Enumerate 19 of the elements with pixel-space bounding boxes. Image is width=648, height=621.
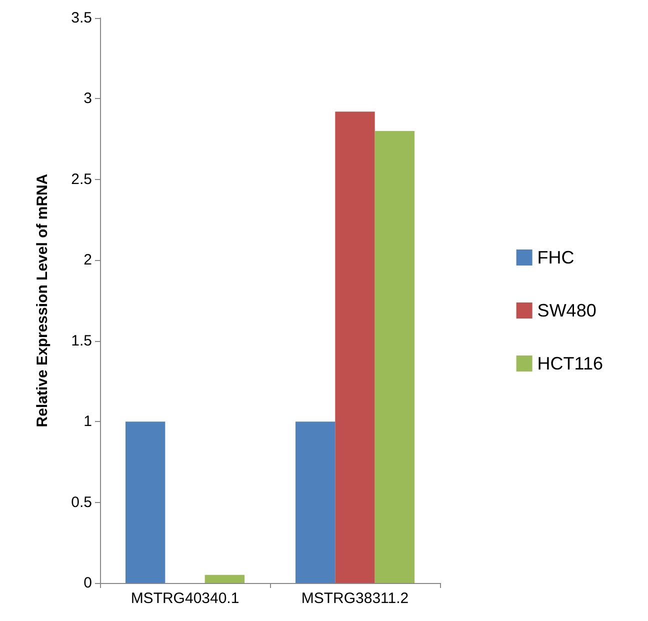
y-tick-label: 2	[84, 252, 92, 269]
y-tick-label: 3.5	[71, 10, 92, 26]
y-tick-label: 0	[84, 574, 92, 592]
legend-label: SW480	[537, 300, 596, 320]
bar	[335, 112, 375, 583]
x-tick-label: MSTRG38311.2	[301, 590, 409, 607]
y-tick-label: 0.5	[71, 494, 92, 511]
y-tick-label: 1	[84, 413, 92, 430]
bar	[296, 422, 336, 583]
y-axis-title: Relative Expression Level of mRNA	[34, 174, 51, 428]
legend-label: HCT116	[537, 354, 604, 374]
y-tick-label: 2.5	[71, 170, 92, 188]
y-tick-label: 1.5	[71, 332, 92, 350]
bar	[126, 422, 166, 583]
y-tick-label: 3	[84, 90, 92, 108]
legend-label: FHC	[537, 248, 574, 268]
bar	[374, 131, 414, 583]
bar	[204, 574, 244, 583]
x-tick-label: MSTRG40340.1	[130, 590, 240, 607]
